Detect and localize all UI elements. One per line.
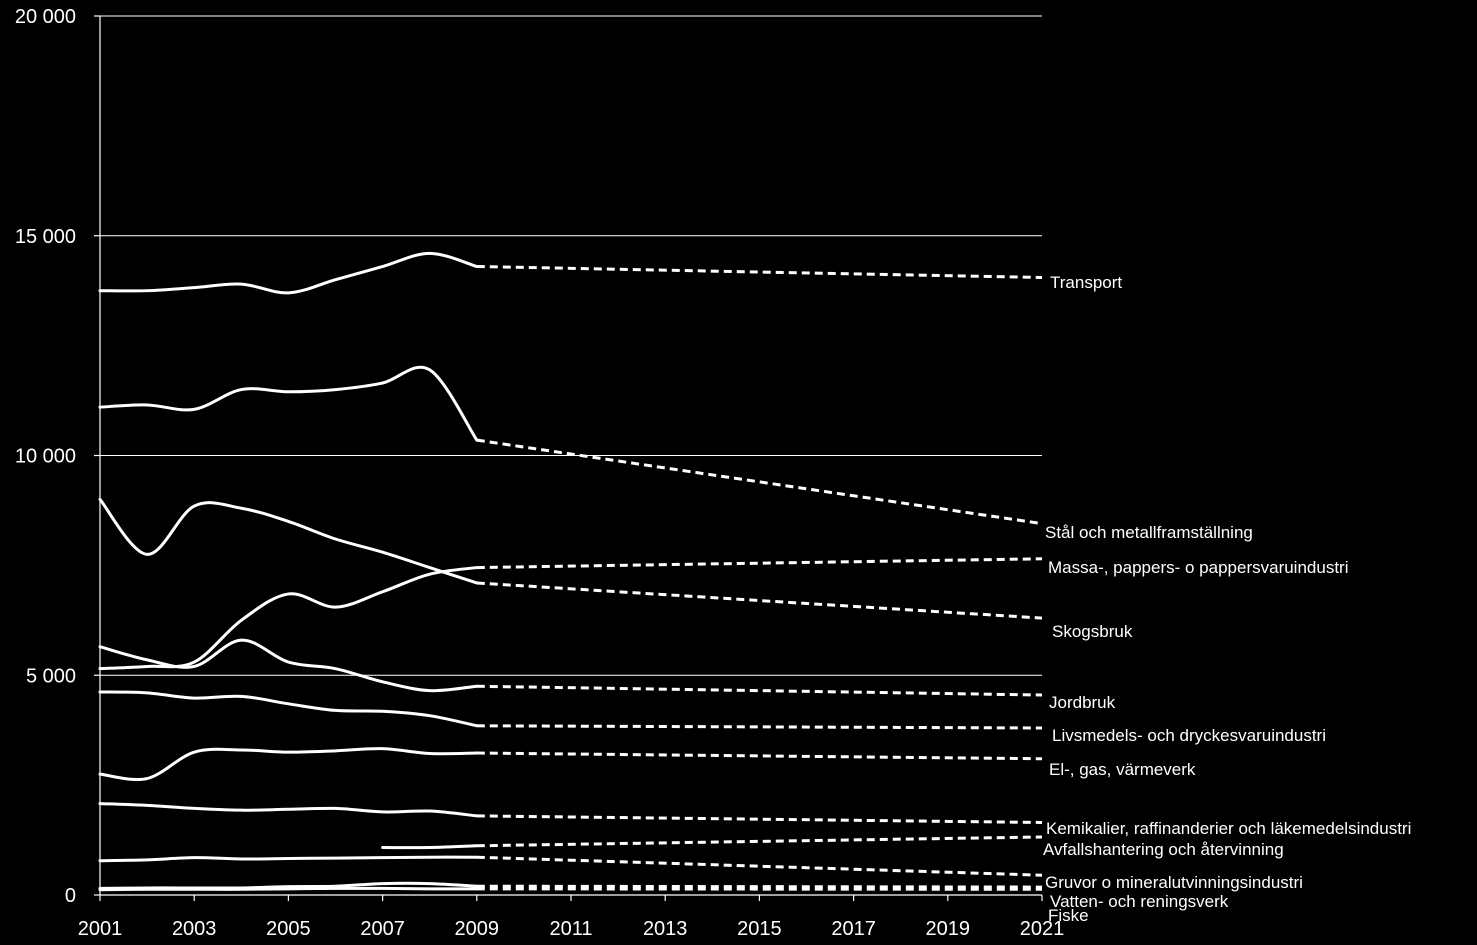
series-line-projection xyxy=(476,724,1043,730)
series-label-transport: Transport xyxy=(1050,273,1122,292)
x-tick-label: 2001 xyxy=(78,918,123,940)
series-line-projection xyxy=(476,835,1043,848)
series-label-vatten-och-reningsverk: Vatten- och reningsverk xyxy=(1050,892,1229,911)
x-tick-label: 2017 xyxy=(831,918,876,940)
x-tick-label: 2013 xyxy=(643,918,688,940)
x-tick-label: 2015 xyxy=(737,918,782,940)
series-label-el-gas-v-rmeverk: El-, gas, värmeverk xyxy=(1049,760,1196,779)
series-line-projection xyxy=(476,684,1043,697)
y-tick-label: 20 000 xyxy=(15,6,76,28)
x-tick-label: 2021 xyxy=(1020,918,1065,940)
series-line-projection xyxy=(476,884,1043,889)
series-line-historical xyxy=(98,886,479,892)
series-line-historical xyxy=(381,844,479,850)
series-line-historical xyxy=(98,855,479,863)
series-line-historical xyxy=(98,497,479,585)
series-label-gruvor-o-mineralutvinningsindustri: Gruvor o mineralutvinningsindustri xyxy=(1045,873,1303,892)
series-line-historical xyxy=(98,566,479,671)
series-line-projection xyxy=(476,751,1043,761)
series-label-fiske: Fiske xyxy=(1048,906,1089,925)
series-line-historical xyxy=(98,690,479,728)
series-label-st-l-och-metallframst-llning: Stål och metallframställning xyxy=(1045,523,1253,542)
series-label-massa-pappers-o-pappersvaruindustri: Massa-, pappers- o pappersvaruindustri xyxy=(1048,558,1348,577)
series-line-projection xyxy=(476,855,1043,877)
x-tick-label: 2019 xyxy=(926,918,971,940)
series-label-kemikalier-raffinanderier-och-l-kemedelsindustri: Kemikalier, raffinanderier och läkemedel… xyxy=(1046,819,1411,838)
series-line-historical xyxy=(98,365,479,442)
series-line-historical xyxy=(98,251,479,295)
series-line-projection xyxy=(476,438,1043,526)
series-line-projection xyxy=(476,814,1043,824)
series-line-historical xyxy=(98,802,479,818)
series-line-projection xyxy=(476,557,1043,570)
series-label-avfallshantering-och-tervinning: Avfallshantering och återvinning xyxy=(1043,840,1284,859)
series-label-jordbruk: Jordbruk xyxy=(1049,693,1116,712)
x-tick-label: 2003 xyxy=(172,918,217,940)
series-label-livsmedels-och-dryckesvaruindustri: Livsmedels- och dryckesvaruindustri xyxy=(1052,726,1326,745)
series-line-historical xyxy=(98,747,479,781)
series-line-projection xyxy=(476,581,1043,620)
y-tick-label: 0 xyxy=(65,885,76,907)
y-tick-label: 15 000 xyxy=(15,226,76,248)
y-tick-label: 5 000 xyxy=(26,665,76,687)
x-tick-label: 2009 xyxy=(455,918,500,940)
y-tick-label: 10 000 xyxy=(15,446,76,468)
series-line-projection xyxy=(476,265,1043,280)
x-tick-label: 2007 xyxy=(360,918,405,940)
series-line-historical xyxy=(98,638,479,693)
series-lines xyxy=(98,251,1043,892)
axes: 0 5 000 10 000 15 000 20 000 2001 2003 2005 2007… xyxy=(15,6,1064,940)
series-label-skogsbruk: Skogsbruk xyxy=(1052,622,1133,641)
x-tick-label: 2005 xyxy=(266,918,311,940)
gridlines xyxy=(100,15,1042,676)
series-labels: Transport Stål och metallframställning Mas… xyxy=(1043,273,1411,925)
x-tick-label: 2011 xyxy=(549,918,592,940)
